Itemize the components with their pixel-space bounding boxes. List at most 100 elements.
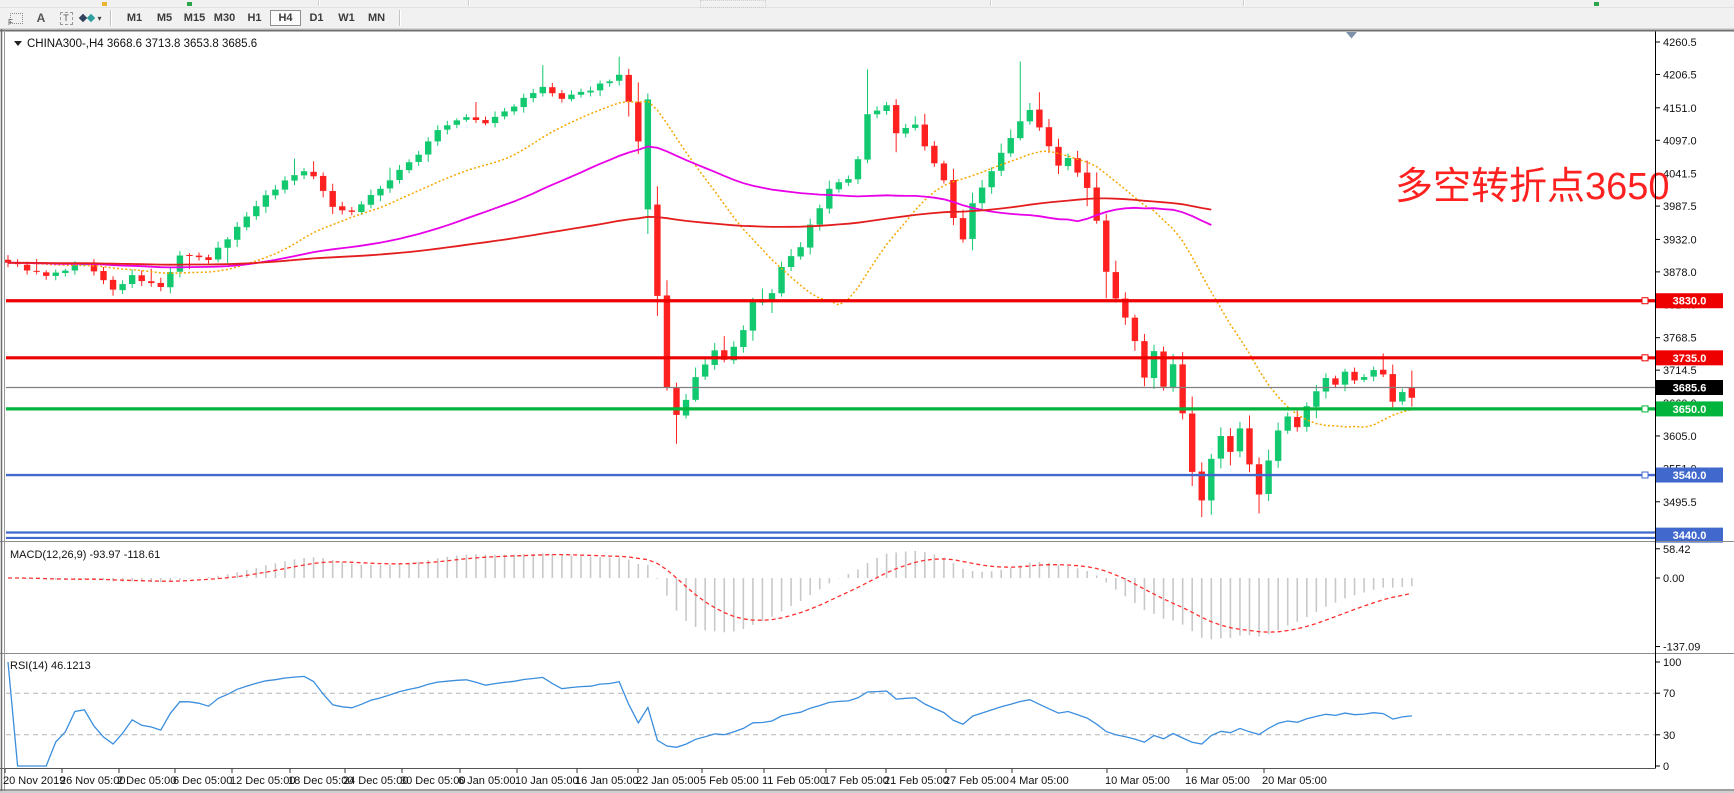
candlesticks <box>4 56 1416 518</box>
time-tick-label: 10 Mar 05:00 <box>1105 775 1170 787</box>
timeframe-d1-button[interactable]: D1 <box>309 12 324 24</box>
ma-medium-line <box>8 145 1212 269</box>
time-tick-label: 6 Jan 05:00 <box>458 775 516 787</box>
price-tick-label: 4206.5 <box>1663 69 1697 81</box>
price-badge-label: 3830.0 <box>1673 296 1707 308</box>
price-tick-label: 3714.5 <box>1663 365 1697 377</box>
shapes-icon <box>87 13 96 23</box>
timeframe-mn-button[interactable]: MN <box>367 12 386 24</box>
window-bottom-strip <box>0 789 1734 793</box>
time-tick-label: 27 Feb 05:00 <box>944 775 1009 787</box>
fibonacci-icon <box>9 12 23 24</box>
top-strip-chip <box>102 2 107 6</box>
top-strip-chip <box>1594 2 1599 6</box>
price-tick-label: 4151.0 <box>1663 103 1697 115</box>
time-tick-label: 20 Mar 05:00 <box>1262 775 1327 787</box>
price-tick-label: 3878.0 <box>1663 267 1697 279</box>
rsi-tick-label: 0 <box>1663 761 1669 773</box>
timeframe-m30-button[interactable]: M30 <box>213 12 236 24</box>
price-tick-label: 4041.5 <box>1663 169 1697 181</box>
rsi-tick-label: 100 <box>1663 657 1681 669</box>
toolbar-separator <box>110 10 112 26</box>
chart-shift-marker-icon <box>1346 32 1357 39</box>
chart-window[interactable]: 4260.5 4206.5 4151.0 4097.0 4041.5 3987.5 3932… <box>0 29 1734 793</box>
top-strip-separator <box>990 0 992 6</box>
macd-signal-line <box>8 553 1413 633</box>
price-tick-label: 3987.5 <box>1663 201 1697 213</box>
price-badge <box>1656 467 1723 483</box>
toolbar-timeframes: M1 M5 M15 M30 H1 H4 D1 W1 MN <box>120 10 391 26</box>
price-tick-label: 3495.5 <box>1663 497 1697 509</box>
time-tick-label: 16 Mar 05:00 <box>1185 775 1250 787</box>
time-tick-label: 22 Jan 05:00 <box>636 775 700 787</box>
text-icon: A <box>36 11 46 25</box>
time-tick-label: 11 Feb 05:00 <box>762 775 826 787</box>
hline-handle[interactable] <box>1641 471 1649 479</box>
time-tick-label: 4 Mar 05:00 <box>1010 775 1069 787</box>
horizontal-lines: 3830.0 3735.0 3685.6 3650.0 3540.0 3440.0 <box>6 293 1723 543</box>
top-strip-box <box>700 0 766 8</box>
macd-tick-label: 0.00 <box>1663 573 1684 585</box>
timeframe-h1-button[interactable]: H1 <box>247 12 262 24</box>
time-tick-label: 2 Dec 05:00 <box>117 775 176 787</box>
chart-text-annotation[interactable]: 多空转折点3650 <box>1395 166 1670 208</box>
time-tick-label: 12 Dec 05:00 <box>230 775 295 787</box>
text-label-icon: T <box>59 11 73 25</box>
window-top-strip <box>0 0 1734 8</box>
time-tick-label: 24 Dec 05:00 <box>343 775 408 787</box>
time-tick-label: 17 Feb 05:00 <box>824 775 889 787</box>
timeframe-m5-button[interactable]: M5 <box>156 12 173 24</box>
chevron-down-icon: ▾ <box>97 13 102 23</box>
price-tick-label: 3768.5 <box>1663 333 1697 345</box>
macd-tick-label: 58.42 <box>1663 544 1691 556</box>
hline-handle[interactable] <box>1641 405 1649 413</box>
macd-label: MACD(12,26,9) -93.97 -118.61 <box>10 549 160 561</box>
chart-symbol-collapse-icon[interactable] <box>14 41 22 46</box>
rsi-tick-label: 30 <box>1663 730 1675 742</box>
price-badge <box>1656 401 1723 417</box>
time-tick-label: 6 Dec 05:00 <box>173 775 232 787</box>
price-tick-label: 3605.0 <box>1663 431 1697 443</box>
ma-slow-line <box>8 197 1212 266</box>
fibonacci-tool-button[interactable]: F <box>5 10 27 27</box>
timeframe-m15-button[interactable]: M15 <box>183 12 206 24</box>
time-tick-label: 16 Jan 05:00 <box>575 775 639 787</box>
time-tick-label: 18 Dec 05:00 <box>288 775 353 787</box>
shapes-tool-button[interactable]: ▾ <box>79 10 102 27</box>
label-tool-button[interactable]: T <box>55 10 77 27</box>
top-strip-separator <box>468 0 470 6</box>
hline-handle[interactable] <box>1641 354 1649 362</box>
price-tick-label: 4097.0 <box>1663 135 1697 147</box>
top-strip-separator <box>318 0 320 6</box>
macd-panel[interactable]: MACD(12,26,9) -93.97 -118.61 58.42 0.00 -13… <box>8 544 1700 654</box>
time-tick-label: 10 Jan 05:00 <box>515 775 579 787</box>
macd-tick-label: -137.09 <box>1663 642 1700 654</box>
time-tick-label: 20 Nov 2019 <box>3 775 65 787</box>
price-badge <box>1656 380 1723 396</box>
time-tick-label: 5 Feb 05:00 <box>700 775 759 787</box>
price-badge <box>1656 527 1723 543</box>
timeframe-w1-button[interactable]: W1 <box>338 12 355 24</box>
price-tick-label: 3932.0 <box>1663 234 1697 246</box>
price-tick-label: 4260.5 <box>1663 37 1697 49</box>
price-badge-label: 3650.0 <box>1673 404 1707 416</box>
rsi-panel[interactable]: RSI(14) 46.1213 100 70 30 0 <box>6 657 1681 773</box>
rsi-label: RSI(14) 46.1213 <box>10 660 91 672</box>
time-tick-label: 30 Dec 05:00 <box>400 775 465 787</box>
price-badge-label: 3540.0 <box>1673 470 1707 482</box>
price-badge <box>1656 350 1723 366</box>
rsi-tick-label: 70 <box>1663 688 1675 700</box>
top-strip-chip <box>187 2 192 6</box>
toolbar: F A T ▾ M1 M5 M15 M30 H1 H4 D1 W1 MN <box>0 8 1734 29</box>
timeframe-h4-button[interactable]: H4 <box>270 10 301 26</box>
top-strip-separator <box>1243 0 1245 6</box>
toolbar-separator <box>399 10 401 26</box>
hline-handle[interactable] <box>1641 297 1649 305</box>
chart-symbol-ohlc-label: CHINA300-,H4 3668.6 3713.8 3653.8 3685.6 <box>27 38 257 50</box>
time-tick-label: 26 Nov 05:00 <box>60 775 125 787</box>
price-badge-label: 3440.0 <box>1673 530 1707 542</box>
timeframe-m1-button[interactable]: M1 <box>126 12 143 24</box>
text-tool-button[interactable]: A <box>30 10 52 27</box>
price-badge-label: 3685.6 <box>1673 383 1707 395</box>
